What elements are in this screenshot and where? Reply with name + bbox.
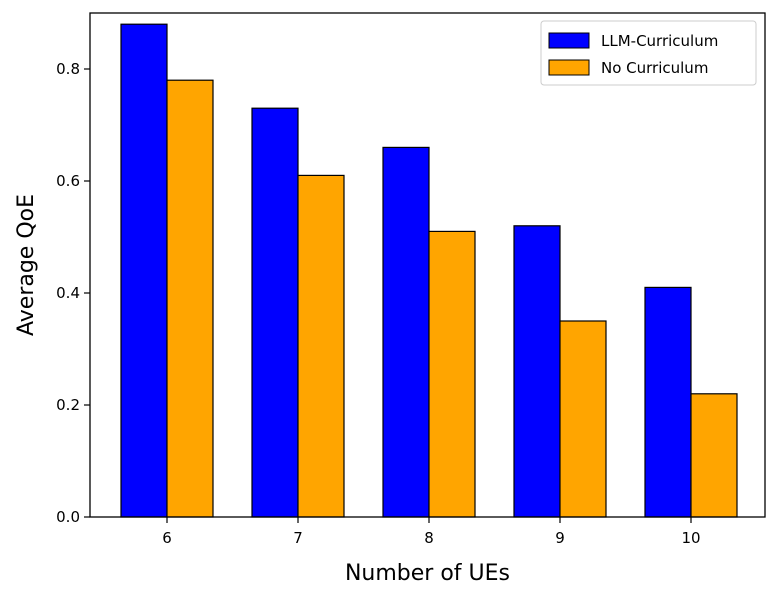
y-tick-label: 0.4 bbox=[56, 284, 80, 302]
legend-box bbox=[540, 20, 757, 86]
bar-no-curriculum-6 bbox=[166, 79, 214, 518]
bar-llm-curriculum-9 bbox=[513, 225, 561, 518]
bar-llm-curriculum-8 bbox=[382, 146, 430, 518]
bar-llm-curriculum-10 bbox=[644, 286, 692, 518]
x-tick-label: 10 bbox=[681, 529, 700, 547]
bar-no-curriculum-10 bbox=[690, 393, 738, 518]
y-tick-label: 0.8 bbox=[56, 60, 80, 78]
x-tick-label: 7 bbox=[293, 529, 303, 547]
y-tick-label: 0.6 bbox=[56, 172, 80, 190]
legend-swatch-llm-curriculum bbox=[548, 32, 590, 49]
bar-llm-curriculum-6 bbox=[120, 23, 168, 518]
x-axis: 6 7 8 9 10 bbox=[162, 517, 701, 547]
y-tick-label: 0.2 bbox=[56, 396, 80, 414]
bar-no-curriculum-7 bbox=[297, 174, 345, 518]
y-axis: 0.0 0.2 0.4 0.6 0.8 bbox=[56, 60, 90, 526]
legend: LLM-Curriculum No Curriculum bbox=[540, 20, 757, 86]
y-tick-label: 0.0 bbox=[56, 508, 80, 526]
x-tick-label: 9 bbox=[555, 529, 565, 547]
legend-swatch-no-curriculum bbox=[548, 59, 590, 76]
bar-no-curriculum-8 bbox=[428, 230, 476, 518]
bars-group bbox=[120, 23, 738, 518]
bar-no-curriculum-9 bbox=[559, 320, 607, 518]
y-axis-title: Average QoE bbox=[14, 194, 39, 336]
legend-label-llm-curriculum: LLM-Curriculum bbox=[601, 32, 718, 50]
plot-frame bbox=[89, 12, 766, 518]
x-axis-title: Number of UEs bbox=[345, 561, 510, 586]
legend-label-no-curriculum: No Curriculum bbox=[601, 59, 708, 77]
x-tick-label: 8 bbox=[424, 529, 434, 547]
bar-llm-curriculum-7 bbox=[251, 107, 299, 518]
x-tick-label: 6 bbox=[162, 529, 172, 547]
